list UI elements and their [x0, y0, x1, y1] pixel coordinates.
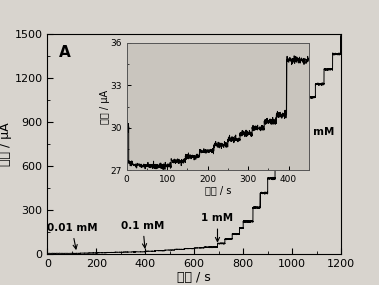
- Y-axis label: 电流 / μA: 电流 / μA: [0, 122, 12, 166]
- Text: 0.1 mM: 0.1 mM: [121, 221, 164, 248]
- Text: 0.01 mM: 0.01 mM: [47, 223, 97, 249]
- Y-axis label: 电流 / μA: 电流 / μA: [100, 89, 110, 124]
- Text: 10 mM: 10 mM: [294, 127, 334, 137]
- Text: A: A: [59, 45, 71, 60]
- X-axis label: 时间 / s: 时间 / s: [205, 186, 231, 196]
- Text: 1 mM: 1 mM: [201, 213, 233, 242]
- X-axis label: 时间 / s: 时间 / s: [177, 271, 211, 284]
